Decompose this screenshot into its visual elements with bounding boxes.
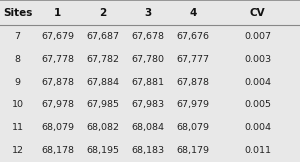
Text: 2: 2 xyxy=(99,8,106,17)
Text: 67,878: 67,878 xyxy=(41,78,74,87)
Text: 68,082: 68,082 xyxy=(86,123,119,132)
Text: 67,782: 67,782 xyxy=(86,55,119,64)
Text: Sites: Sites xyxy=(3,8,32,17)
Text: 68,079: 68,079 xyxy=(41,123,74,132)
Text: 67,978: 67,978 xyxy=(41,100,74,110)
Text: 8: 8 xyxy=(15,55,21,64)
Text: 0.011: 0.011 xyxy=(244,146,271,155)
Text: 67,881: 67,881 xyxy=(131,78,164,87)
Text: CV: CV xyxy=(250,8,266,17)
Text: 67,983: 67,983 xyxy=(131,100,164,110)
Text: 0.005: 0.005 xyxy=(244,100,271,110)
Text: 7: 7 xyxy=(15,32,21,41)
Text: 0.004: 0.004 xyxy=(244,78,271,87)
Text: 67,985: 67,985 xyxy=(86,100,119,110)
Text: 67,678: 67,678 xyxy=(131,32,164,41)
Text: 67,884: 67,884 xyxy=(86,78,119,87)
Text: 11: 11 xyxy=(12,123,24,132)
Text: 67,780: 67,780 xyxy=(131,55,164,64)
Text: 0.004: 0.004 xyxy=(244,123,271,132)
Text: 4: 4 xyxy=(189,8,197,17)
Text: 1: 1 xyxy=(54,8,61,17)
Text: 68,183: 68,183 xyxy=(131,146,164,155)
Text: 10: 10 xyxy=(12,100,24,110)
Text: 68,195: 68,195 xyxy=(86,146,119,155)
Text: 68,079: 68,079 xyxy=(176,123,209,132)
Text: 68,179: 68,179 xyxy=(176,146,209,155)
Text: 67,979: 67,979 xyxy=(176,100,209,110)
Text: 67,878: 67,878 xyxy=(176,78,209,87)
Text: 68,178: 68,178 xyxy=(41,146,74,155)
Text: 0.003: 0.003 xyxy=(244,55,271,64)
Text: 68,084: 68,084 xyxy=(131,123,164,132)
Text: 9: 9 xyxy=(15,78,21,87)
Text: 67,687: 67,687 xyxy=(86,32,119,41)
Text: 67,679: 67,679 xyxy=(41,32,74,41)
Text: 67,676: 67,676 xyxy=(176,32,209,41)
Text: 0.007: 0.007 xyxy=(244,32,271,41)
Text: 12: 12 xyxy=(12,146,24,155)
Text: 67,777: 67,777 xyxy=(176,55,209,64)
Text: 3: 3 xyxy=(144,8,152,17)
Text: 67,778: 67,778 xyxy=(41,55,74,64)
